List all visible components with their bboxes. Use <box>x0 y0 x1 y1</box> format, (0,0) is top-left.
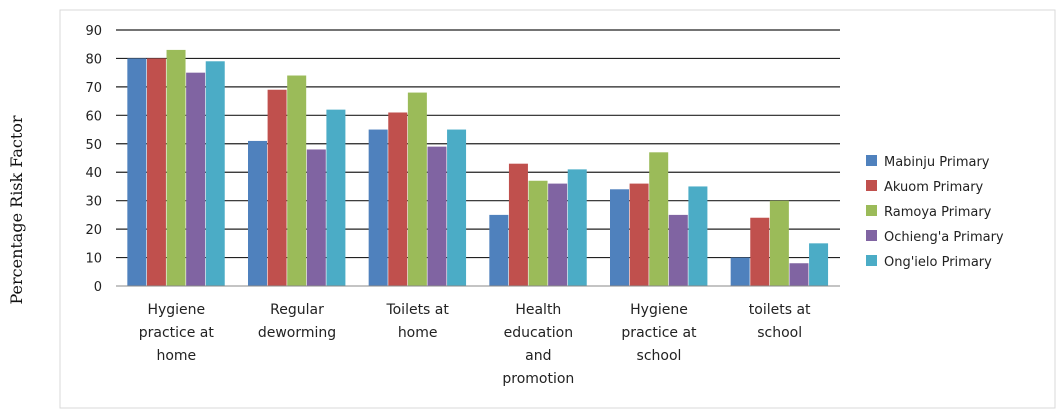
bar <box>127 58 147 286</box>
bar <box>508 163 528 286</box>
bar <box>789 263 809 286</box>
x-category-label: Hygiene practice at school <box>621 302 697 364</box>
legend-swatch <box>866 255 877 266</box>
bar <box>688 186 708 286</box>
legend-swatch <box>866 180 877 191</box>
x-category-label: Regular deworming <box>258 302 336 341</box>
bar <box>287 75 307 286</box>
bar <box>610 189 629 286</box>
bar <box>427 146 447 286</box>
legend-label: Akuom Primary <box>884 180 984 195</box>
y-tick-label: 40 <box>85 166 102 181</box>
bar <box>248 140 267 286</box>
y-tick-label: 30 <box>85 195 102 210</box>
bar <box>668 214 688 286</box>
bar <box>146 58 166 286</box>
legend: Mabinju Primary Akuom Primary Ramoya Prima… <box>866 155 1004 270</box>
bar <box>567 169 587 286</box>
legend-swatch <box>866 155 877 166</box>
legend-swatch <box>866 205 877 216</box>
bar <box>750 217 770 286</box>
bar <box>489 214 509 286</box>
gridlines <box>116 29 840 259</box>
y-tick-label: 60 <box>85 109 102 124</box>
legend-label: Mabinju Primary <box>884 155 990 170</box>
y-tick-label: 50 <box>85 138 102 153</box>
bar <box>166 49 186 287</box>
x-axis-labels: Hygiene practice at home Regular deworming To… <box>139 302 811 387</box>
bar <box>186 72 206 287</box>
legend-swatch <box>866 230 877 241</box>
bar <box>649 152 669 286</box>
bar <box>809 243 829 286</box>
x-category-label: Toilets at home <box>385 302 449 341</box>
bar <box>368 129 388 286</box>
y-tick-label: 10 <box>85 252 102 267</box>
y-tick-label: 80 <box>85 52 102 67</box>
x-category-label: Hygiene practice at home <box>139 302 215 364</box>
y-tick-label: 90 <box>85 24 102 39</box>
bar <box>528 180 548 286</box>
bar <box>769 200 789 286</box>
legend-label: Ramoya Primary <box>884 205 992 220</box>
bar <box>306 149 326 286</box>
bar <box>629 183 649 286</box>
y-axis-ticks: 0 10 20 30 40 50 60 70 80 90 <box>85 24 102 295</box>
bar <box>267 89 287 286</box>
y-tick-label: 70 <box>85 81 102 96</box>
legend-label: Ong'ielo Primary <box>884 255 992 270</box>
y-tick-label: 0 <box>94 280 102 295</box>
bar <box>388 112 408 286</box>
bar <box>548 183 568 286</box>
x-category-label: toilets at school <box>749 302 811 341</box>
y-tick-label: 20 <box>85 223 102 238</box>
bar <box>730 257 750 286</box>
bar <box>205 61 225 287</box>
bar <box>447 129 467 286</box>
y-axis-title: Percentage Risk Factor <box>7 115 26 304</box>
legend-label: Ochieng'a Primary <box>884 230 1004 245</box>
bar <box>326 109 346 287</box>
x-category-label: Health education and promotion <box>502 302 574 387</box>
bar <box>407 92 427 286</box>
bars <box>127 49 829 287</box>
